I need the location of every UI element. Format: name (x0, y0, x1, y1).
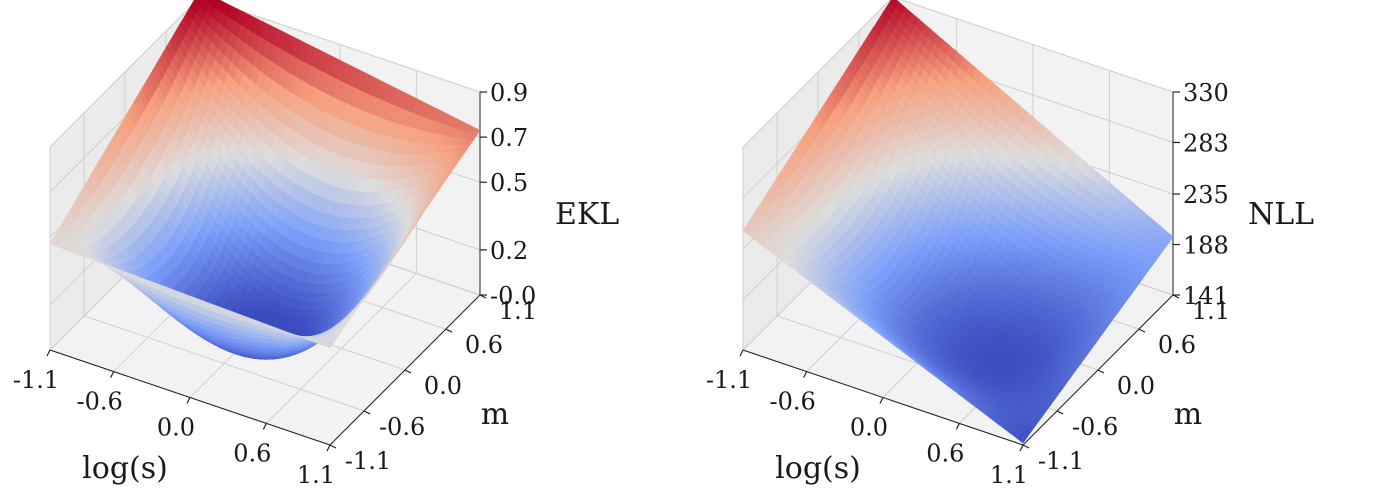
ekl-surface-chart: -1.1-0.60.00.61.1 -1.1-0.60.00.61.1-0.00.… (13, 0, 619, 489)
nll-surface-facet (1016, 433, 1027, 444)
ekl-y-tick-label: -0.6 (379, 413, 425, 441)
nll-surface-chart: -1.1-0.60.00.61.1 -1.1-0.60.00.61.1141188… (706, 0, 1314, 489)
ekl-y-tick-label: 1.1 (499, 297, 537, 325)
ekl-x-tick-mark (262, 423, 267, 430)
ekl-y-tick-mark (404, 369, 412, 374)
ekl-z-tick-label: -0.0 (490, 282, 536, 310)
nll-x-tick-mark (1019, 444, 1024, 452)
nll-y-tick-label: 1.1 (1192, 297, 1230, 325)
ekl-z-tick-label: 0.5 (490, 169, 528, 197)
ekl-z-tick-label: 0.7 (490, 124, 528, 152)
nll-x-tick-label: -1.1 (706, 366, 752, 394)
ekl-x-axis-title: log(s) (82, 451, 168, 486)
nll-y-tick-mark (1097, 369, 1105, 374)
ekl-z-tick-label: 0.9 (490, 79, 528, 107)
nll-surface (742, 0, 1174, 444)
nll-x-tick-label: 1.1 (990, 461, 1028, 489)
ekl-x-tick-mark (326, 444, 331, 452)
ekl-floor-grid-y-1 (83, 315, 365, 412)
nll-y-tick-label: -1.1 (1038, 447, 1084, 475)
nll-x-tick-mark (955, 423, 960, 430)
ekl-y-tick-label: 0.6 (465, 331, 503, 359)
ekl-surface-panel: -1.1 -0.6 0.0 0.6 1.1 -1.1 -0.6 0.0 0.6 1.1 -0.0 0.… (13, 0, 619, 489)
nll-z-tick-label: 283 (1183, 129, 1229, 157)
ekl-y-axis-title: m (481, 397, 509, 432)
ekl-x-tick-label: 0.0 (157, 414, 195, 442)
ekl-y-tick-label: -1.1 (345, 447, 391, 475)
nll-z-axis-title: NLL (1248, 197, 1314, 232)
ekl-y-tick-label: 0.0 (424, 372, 462, 400)
nll-x-tick-mark (739, 349, 744, 357)
ekl-surface (49, 0, 481, 360)
nll-x-tick-mark (879, 397, 884, 404)
ekl-z-axis-title: EKL (555, 197, 619, 232)
nll-x-tick-mark (803, 371, 808, 378)
nll-y-tick-label: -0.6 (1072, 413, 1118, 441)
ekl-x-tick-label: -0.6 (76, 388, 122, 416)
ekl-z-tick-label: 0.2 (490, 237, 528, 265)
ekl-x-tick-mark (46, 349, 51, 357)
nll-surface-panel: -1.1 -0.6 0.0 0.6 1.1 -1.1 -0.6 0.0 0.6 1.1 141 188… (693, 0, 1386, 504)
ekl-y-tick-mark (363, 410, 371, 415)
ekl-left-grid-z-4 (49, 0, 198, 148)
ekl-surface-facet (323, 341, 334, 349)
nll-z-tick-label: 141 (1183, 282, 1229, 310)
ekl-x-tick-mark (186, 397, 191, 404)
nll-y-tick-mark (1056, 410, 1064, 415)
nll-z-tick-label: 235 (1183, 181, 1229, 209)
ekl-x-tick-label: 1.1 (297, 461, 335, 489)
nll-z-tick-label: 330 (1183, 79, 1229, 107)
ekl-back-grid-z-4 (207, 0, 481, 93)
nll-y-tick-label: 0.0 (1117, 372, 1155, 400)
nll-x-tick-label: 0.0 (850, 414, 888, 442)
nll-y-tick-label: 0.6 (1158, 331, 1196, 359)
nll-y-tick-mark (1022, 444, 1030, 449)
nll-z-tick-label: 188 (1183, 232, 1229, 260)
nll-left-grid-z-4 (742, 0, 891, 148)
ekl-y-tick-mark (329, 444, 337, 449)
nll-x-axis-title: log(s) (775, 451, 861, 486)
nll-y-tick-mark (1138, 328, 1146, 333)
nll-back-grid-z-4 (900, 0, 1174, 93)
nll-x-tick-label: -0.6 (769, 388, 815, 416)
ekl-y-tick-mark (445, 328, 453, 333)
ekl-x-tick-label: -1.1 (13, 366, 59, 394)
nll-x-tick-label: 0.6 (926, 439, 964, 467)
nll-y-axis-title: m (1174, 397, 1202, 432)
ekl-x-tick-mark (110, 371, 115, 378)
ekl-x-tick-label: 0.6 (233, 439, 271, 467)
